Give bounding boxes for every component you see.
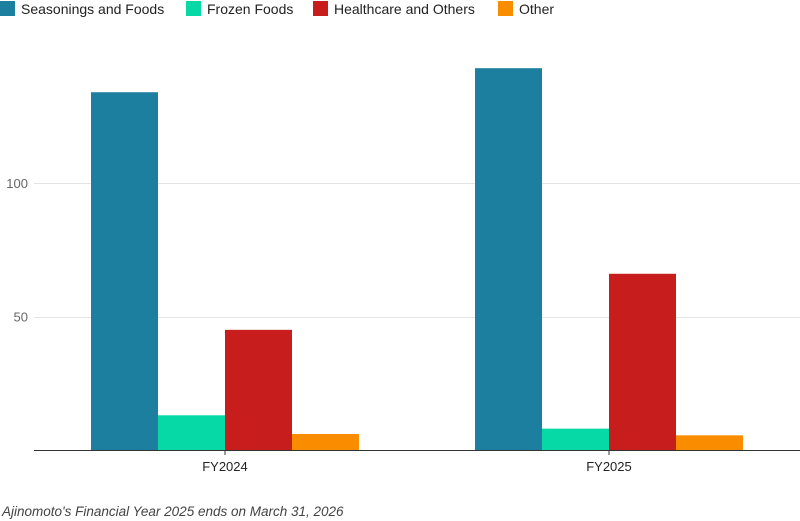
bar: [542, 428, 609, 450]
x-tick-label: FY2024: [202, 459, 248, 474]
y-tick-label: 100: [6, 176, 28, 191]
bar: [609, 273, 676, 450]
bar: [676, 435, 743, 450]
bar: [91, 92, 158, 450]
y-axis: 50 100: [6, 176, 28, 325]
bars: [91, 68, 743, 450]
legend-swatch: [498, 1, 513, 16]
legend: Seasonings and Foods Frozen Foods Healthca…: [0, 1, 554, 17]
legend-swatch: [0, 1, 15, 16]
bar: [475, 68, 542, 450]
bar-chart: Seasonings and Foods Frozen Foods Healthca…: [0, 1, 800, 474]
bar: [225, 329, 292, 450]
legend-label: Healthcare and Others: [334, 1, 475, 17]
footnote: Ajinomoto's Financial Year 2025 ends on …: [2, 504, 344, 519]
y-tick-label: 50: [14, 310, 28, 325]
legend-label: Seasonings and Foods: [21, 1, 164, 17]
bar: [158, 415, 225, 450]
legend-swatch: [186, 1, 201, 16]
x-axis: FY2024 FY2025: [202, 450, 632, 474]
bar: [292, 433, 359, 450]
legend-label: Frozen Foods: [207, 1, 293, 17]
legend-swatch: [313, 1, 328, 16]
legend-label: Other: [519, 1, 554, 17]
x-tick-label: FY2025: [586, 459, 632, 474]
